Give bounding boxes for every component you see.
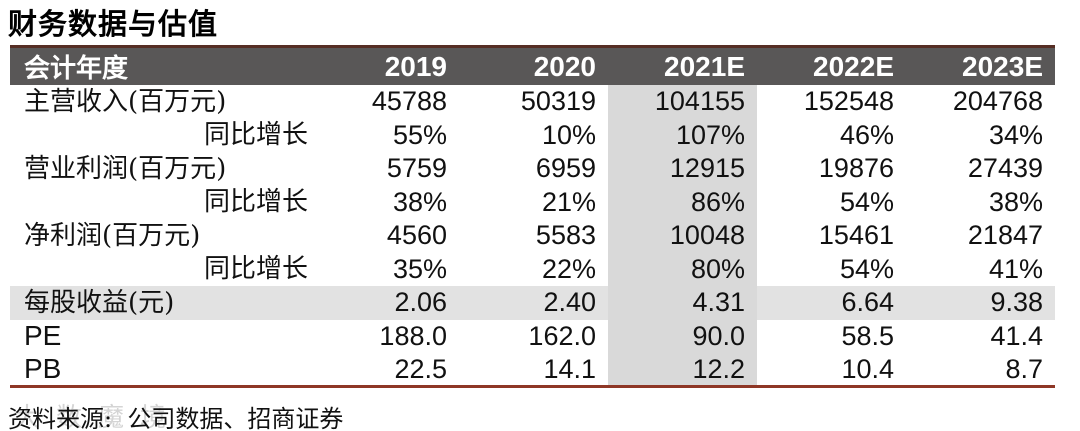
source-note: 资料来源: 公司数据、招商证券 (8, 405, 344, 431)
table-header-row: 会计年度 2019 2020 2021E 2022E 2023E (10, 46, 1055, 85)
cell-value: 90.0 (608, 319, 757, 353)
cell-value: 21% (541, 186, 596, 217)
cell-value: 15461 (818, 220, 894, 251)
col-header-fiscal-year: 会计年度 (24, 54, 129, 84)
row-label: 营业利润(百万元) (24, 153, 227, 184)
table-row-pb: PB 22.5 14.1 12.2 10.4 8.7 (10, 353, 1055, 387)
cell-value: 104155 (608, 85, 757, 119)
table-row-operating-profit: 营业利润(百万元) 5759 6959 12915 19876 27439 (10, 152, 1055, 186)
col-header-2020: 2020 (533, 50, 596, 82)
watermark: 大数魔境 (14, 403, 183, 431)
row-label: 主营收入(百万元) (24, 86, 227, 117)
cell-value: 10% (541, 119, 596, 150)
cell-value: 12915 (608, 152, 757, 186)
cell-value: 5759 (386, 153, 447, 184)
cell-value: 55% (392, 119, 447, 150)
cell-value: 9.38 (906, 286, 1055, 320)
table-row-revenue: 主营收入(百万元) 45788 50319 104155 152548 2047… (10, 85, 1055, 119)
cell-value: 80% (608, 252, 757, 286)
cell-value: 188.0 (379, 320, 447, 351)
row-label: 同比增长 (203, 120, 308, 151)
table-row-net-profit: 净利润(百万元) 4560 5583 10048 15461 21847 (10, 219, 1055, 253)
cell-value: 5583 (535, 220, 596, 251)
cell-value: 162.0 (528, 320, 596, 351)
cell-value: 35% (392, 253, 447, 284)
cell-value: 8.7 (1005, 353, 1043, 384)
cell-value: 46% (839, 119, 894, 150)
financial-table: 会计年度 2019 2020 2021E 2022E 2023E 主营收入(百万… (10, 45, 1055, 388)
col-header-2021e: 2021E (664, 50, 745, 82)
cell-value: 45788 (371, 86, 447, 117)
cell-value: 34% (988, 119, 1043, 150)
cell-value: 10048 (608, 219, 757, 253)
row-label: 每股收益(元) (10, 286, 310, 320)
cell-value: 2.40 (459, 286, 608, 320)
row-label: PB (24, 353, 62, 384)
cell-value: 2.06 (310, 286, 459, 320)
cell-value: 14.1 (543, 353, 596, 384)
cell-value: 204768 (952, 86, 1043, 117)
cell-value: 38% (988, 186, 1043, 217)
page-title: 财务数据与估值 (8, 7, 219, 41)
col-header-2023e: 2023E (962, 50, 1043, 82)
row-label: 同比增长 (203, 187, 308, 218)
cell-value: 6959 (535, 153, 596, 184)
table-row-operating-profit-yoy: 同比增长 38% 21% 86% 54% 38% (10, 185, 1055, 219)
cell-value: 107% (608, 118, 757, 152)
col-header-2022e: 2022E (813, 50, 894, 82)
cell-value: 10.4 (841, 353, 894, 384)
cell-value: 6.64 (757, 286, 906, 320)
cell-value: 86% (608, 185, 757, 219)
cell-value: 22% (541, 253, 596, 284)
cell-value: 41% (988, 253, 1043, 284)
table-row-pe: PE 188.0 162.0 90.0 58.5 41.4 (10, 319, 1055, 353)
table-row-eps: 每股收益(元) 2.06 2.40 4.31 6.64 9.38 (10, 286, 1055, 320)
cell-value: 22.5 (394, 353, 447, 384)
cell-value: 58.5 (841, 320, 894, 351)
cell-value: 50319 (520, 86, 596, 117)
table-row-net-profit-yoy: 同比增长 35% 22% 80% 54% 41% (10, 252, 1055, 286)
cell-value: 12.2 (608, 353, 757, 387)
cell-value: 38% (392, 186, 447, 217)
cell-value: 54% (839, 186, 894, 217)
cell-value: 41.4 (990, 320, 1043, 351)
cell-value: 152548 (803, 86, 894, 117)
row-label: 同比增长 (203, 254, 308, 285)
cell-value: 27439 (967, 153, 1043, 184)
row-label: 净利润(百万元) (24, 220, 201, 251)
cell-value: 21847 (967, 220, 1043, 251)
col-header-2019: 2019 (384, 50, 447, 82)
table-row-revenue-yoy: 同比增长 55% 10% 107% 46% 34% (10, 118, 1055, 152)
cell-value: 4.31 (608, 286, 757, 320)
cell-value: 4560 (386, 220, 447, 251)
cell-value: 19876 (818, 153, 894, 184)
cell-value: 54% (839, 253, 894, 284)
row-label: PE (24, 320, 62, 352)
